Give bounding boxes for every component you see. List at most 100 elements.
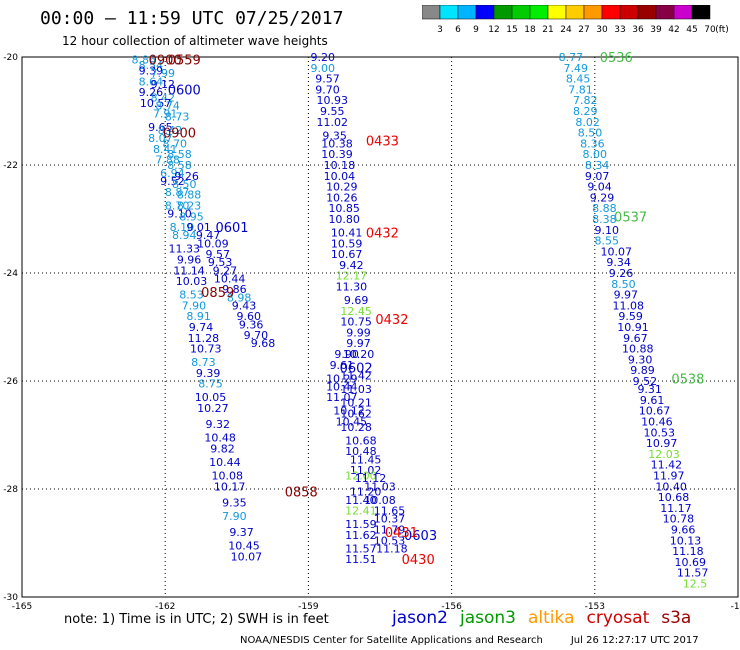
colorbar-unit: (ft) — [715, 25, 729, 35]
x-tick-label: -159 — [298, 602, 319, 610]
colorbar-legend: 3 6 9 12 15 18 21 24 27 30 33 36 39 42 45 70 (ft) — [422, 5, 729, 35]
wave-height-label: 8.58 — [167, 159, 192, 172]
wave-height-label: 10.29 — [326, 181, 358, 194]
wave-height-label: 11.45 — [350, 453, 382, 466]
wave-height-label: 7.81 — [568, 83, 593, 96]
wave-height-label: 10.67 — [639, 405, 671, 418]
wave-height-label: 10.46 — [641, 416, 673, 429]
wave-height-label: 10.27 — [197, 402, 229, 415]
colorbar-swatch — [691, 5, 711, 20]
wave-height-label: 7.91 — [153, 108, 178, 121]
wave-height-label: 9.60 — [236, 310, 261, 323]
wave-height-label: 9.57 — [315, 73, 340, 86]
wave-height-label: 9.32 — [205, 418, 230, 431]
wave-height-label: 9.07 — [585, 170, 610, 183]
wave-height-label: 12.03 — [648, 448, 680, 461]
wave-height-label: 8.54 — [139, 59, 164, 72]
colorbar-label: 36 — [632, 25, 644, 35]
wave-height-label: 10.53 — [374, 534, 406, 547]
wave-height-label: 9.36 — [239, 318, 264, 331]
pass-time-label: 0431 — [385, 526, 418, 541]
wave-height-label: 8.00 — [583, 148, 608, 161]
wave-height-label: 9.35 — [322, 129, 347, 142]
wave-height-label: 9.65 — [148, 121, 173, 134]
wave-height-label: 9.70 — [244, 329, 269, 342]
wave-height-label: 10.85 — [328, 202, 360, 215]
wave-height-label: 8.23 — [177, 200, 202, 213]
colorbar-label: 33 — [614, 25, 625, 35]
wave-height-label: 10.45 — [336, 416, 368, 429]
satellite-name: s3a — [661, 608, 692, 628]
wave-height-label: 8.42 — [151, 92, 176, 105]
satellite-legend: jason2 jason3 altika cryosat s3a — [392, 608, 703, 628]
wave-height-label: 10.40 — [655, 480, 687, 493]
wave-height-label: 9.31 — [637, 383, 662, 396]
wave-height-label: 10.75 — [340, 316, 372, 329]
wave-height-label: 10.05 — [195, 391, 227, 404]
colorbar-label: 24 — [560, 25, 572, 35]
wave-height-label: 11.33 — [169, 243, 201, 256]
y-tick-label: -30 — [3, 593, 18, 603]
pass-time-label: 0432 — [375, 313, 408, 328]
wave-height-label: 7.90 — [222, 510, 247, 523]
wave-height-label: 7.99 — [151, 67, 176, 80]
wave-height-label: 9.59 — [618, 310, 643, 323]
wave-height-label: 8.55 — [594, 235, 619, 248]
wave-height-label: 9.97 — [346, 337, 371, 350]
wave-height-label: 7.49 — [563, 62, 588, 75]
wave-height-label: 10.57 — [140, 97, 172, 110]
wave-height-label: 9.27 — [213, 264, 238, 277]
wave-height-label: 10.44 — [326, 380, 358, 393]
wave-height-label: 8.88 — [592, 202, 617, 215]
wave-height-label: 11.03 — [364, 480, 396, 493]
wave-height-label: 8.91 — [186, 310, 211, 323]
x-tick-label: -153 — [585, 602, 605, 610]
wave-height-label: 8.36 — [580, 137, 605, 150]
wave-height-label: 11.28 — [188, 332, 220, 345]
wave-height-label: 8.07 — [148, 132, 173, 145]
x-tick-label: -162 — [155, 602, 175, 610]
colorbar-label: 12 — [488, 25, 499, 35]
wave-height-label: 9.53 — [208, 256, 233, 269]
wave-height-label: 8.45 — [566, 73, 591, 86]
wave-height-label: 10.28 — [340, 421, 372, 434]
wave-height-label: 10.68 — [658, 491, 690, 504]
pass-time-label: 0600 — [168, 83, 201, 98]
wave-height-label: 10.78 — [663, 513, 695, 526]
pass-time-label: 0859 — [201, 286, 234, 301]
pass-time-label: 0432 — [366, 227, 399, 242]
wave-height-label: 9.26 — [139, 86, 164, 99]
credit-text: NOAA/NESDIS Center for Satellite Applica… — [240, 635, 543, 646]
credit-line: NOAA/NESDIS Center for Satellite Applica… — [240, 635, 699, 646]
pass-time-label: 0900 — [149, 54, 182, 69]
wave-height-label: 9.86 — [222, 283, 247, 296]
wave-height-label: 9.61 — [640, 394, 665, 407]
wave-height-label: 9.39 — [196, 367, 221, 380]
pass-time-label: 0537 — [614, 210, 647, 225]
wave-height-label: 12.17 — [336, 270, 368, 283]
wave-height-label: 10.17 — [214, 480, 246, 493]
wave-height-label: 11.57 — [345, 542, 377, 555]
wave-height-label: 8.53 — [179, 289, 204, 302]
wave-height-label: 11.30 — [336, 281, 368, 294]
pass-time-label: 0430 — [402, 553, 435, 568]
wave-height-label: 11.20 — [350, 486, 382, 499]
wave-height-label: 12.41 — [345, 505, 377, 518]
wave-height-label: 8.75 — [198, 378, 223, 391]
wave-height-label: 10.48 — [345, 445, 377, 458]
wave-height-label: 8.38 — [592, 213, 617, 226]
wave-height-label: 9.89 — [630, 364, 655, 377]
wave-height-label: 10.18 — [324, 159, 356, 172]
pass-time-label: 0433 — [366, 135, 399, 150]
wave-height-label: 11.14 — [173, 264, 205, 277]
wave-height-label: 10.69 — [675, 556, 707, 569]
wave-height-label: 9.35 — [222, 497, 247, 510]
wave-height-label: 12.00 — [345, 470, 377, 483]
wave-height-label: 11.65 — [374, 505, 406, 518]
wave-height-label: 8.50 — [172, 178, 197, 191]
pass-time-label: 0538 — [671, 372, 704, 387]
wave-height-label: 10.12 — [333, 405, 365, 418]
wave-height-label: 10.13 — [670, 534, 702, 547]
wave-height-label: 8.88 — [177, 189, 202, 202]
wave-height-label: 8.98 — [227, 291, 252, 304]
